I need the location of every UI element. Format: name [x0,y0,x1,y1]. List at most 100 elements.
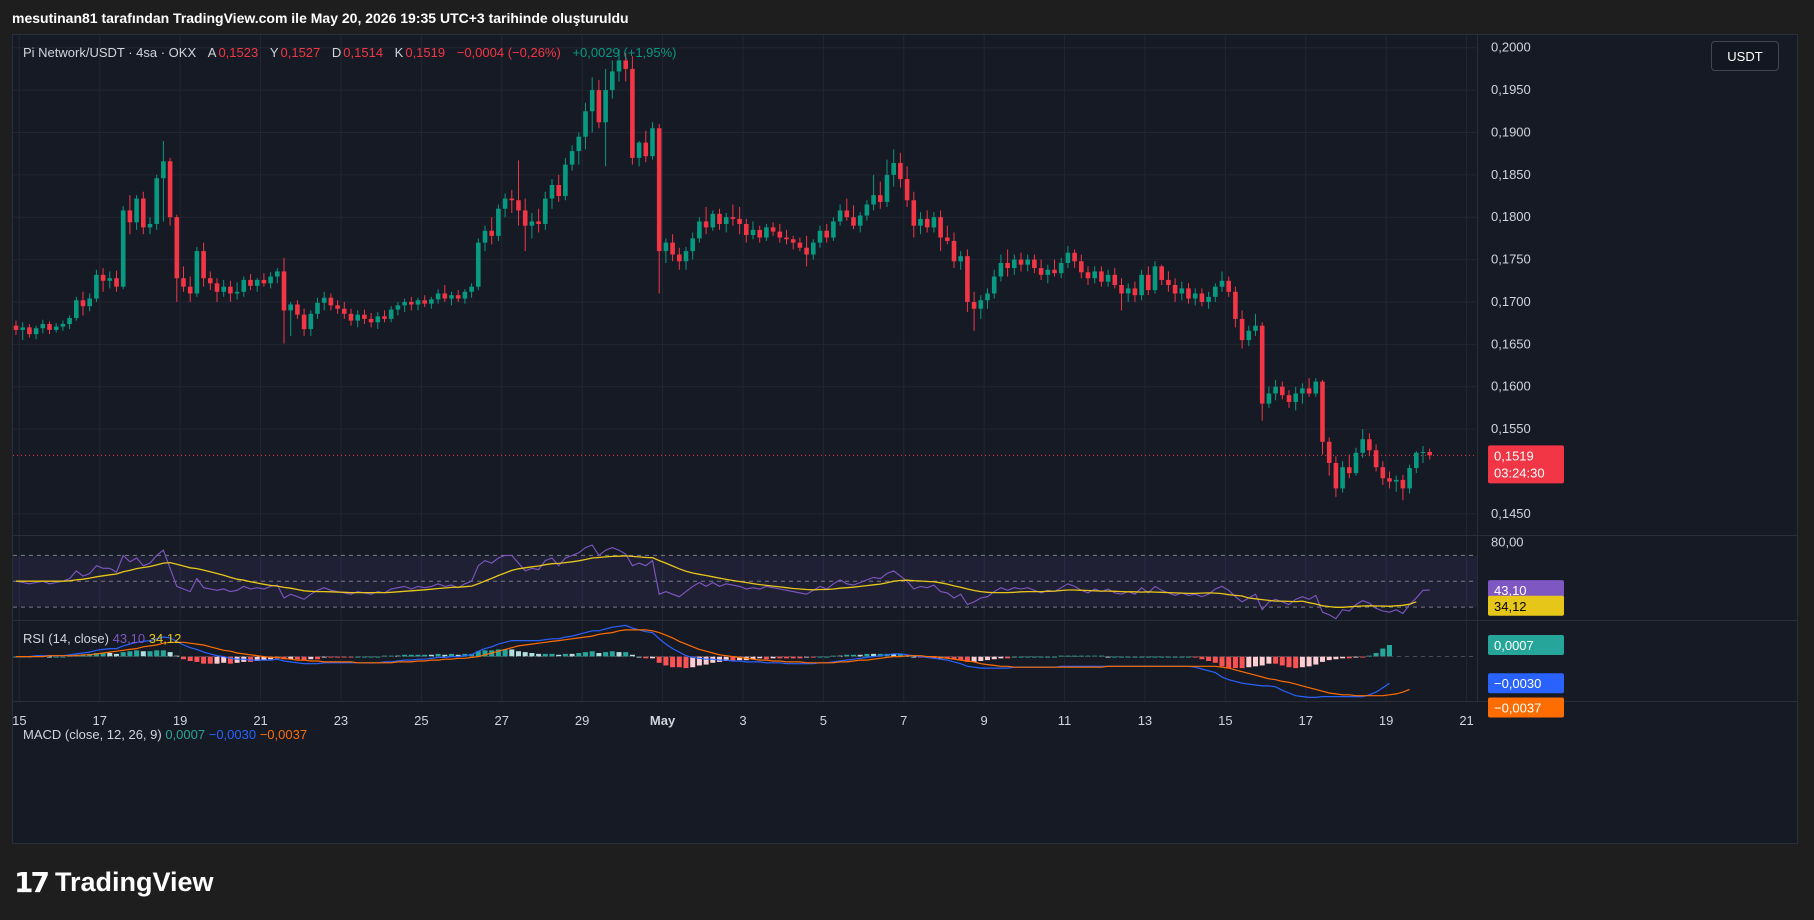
candle-body [161,161,166,179]
macd-hist-bar [985,656,990,661]
candle-body [1239,318,1245,341]
macd-hist-bar [690,656,696,668]
macd-hist-bar [991,656,997,660]
macd-hist-bar [181,656,186,660]
price-tick-label: 0,1550 [1491,421,1531,436]
candle-body [429,299,434,304]
candle-body [221,286,226,292]
candle-body [918,218,923,226]
candle-body [1146,274,1151,291]
candle-body [40,323,46,329]
candle-body [100,274,106,281]
time-axis-label: 3 [739,713,746,728]
macd-hist-bar [261,656,267,661]
candle-body [522,210,528,226]
macd-hist-bar [93,653,99,657]
candle-body [1306,388,1312,394]
macd-hist-bar [100,653,106,657]
candle-body [321,297,327,303]
candle-body [764,227,769,238]
candle-body [53,326,59,330]
macd-hist-bar [335,656,341,658]
macd-hist-bar [824,656,830,658]
candle-body [938,217,943,238]
macd-hist-bar [616,652,622,657]
high-value: 0,1527 [280,45,321,60]
bar-change: −0,0004 (−0,26%) [456,45,561,60]
macd-hist-bar [442,654,448,657]
candle-body [683,251,689,262]
price-tick-label: 0,1850 [1491,167,1531,182]
candle-body [13,325,19,330]
macd-hist-bar [683,656,689,669]
macd-hist-bar [1065,655,1071,657]
candle-body [342,308,347,314]
macd-hist-bar [502,649,508,657]
candle-body [368,318,374,323]
candle-body [1340,467,1345,489]
macd-hist-bar [817,656,823,658]
macd-hist-bar [315,656,320,660]
macd-hist-bar [207,656,213,664]
candle-body [174,217,180,279]
macd-hist-bar [857,654,863,657]
chart-canvas[interactable]: 0,2000 0,1950 0,1900 0,1850 0,1800 0,1750 0,17… [13,35,1798,844]
candle-body [1293,393,1298,402]
candle-body [1347,467,1352,474]
last-price-badge-text: 03:24:30 [1494,465,1545,480]
tradingview-logo[interactable]: 17 TradingView [14,866,214,899]
candle-body [650,128,655,157]
candle-body [1125,288,1131,294]
candle-body [496,208,501,236]
candle-body [837,210,843,222]
macd-hist-bar [415,654,421,657]
candle-body [74,300,79,319]
macd-hist-bar [958,656,964,661]
macd-hist-bar [482,650,488,657]
candle-body [884,174,890,202]
macd-hist-bar [449,653,454,657]
candle-body [509,198,515,201]
candle-body [382,316,387,319]
candle-body [563,164,568,197]
candle-body [462,291,468,299]
macd-hist-bar [495,649,501,657]
rsi-line [15,544,1430,620]
time-axis-label: 25 [414,713,428,728]
macd-hist-bar [1279,656,1285,666]
candle-body [569,151,575,165]
macd-hist-bar [1206,656,1212,661]
price-tick-label: 0,1950 [1491,82,1531,97]
candle-body [750,229,756,235]
candle-body [710,213,716,228]
candle-body [1360,439,1365,453]
symbol-title[interactable]: Pi Network/USDT · 4sa · OKX [23,45,197,60]
macd-hist-badge: 0,0007 [1488,635,1564,655]
period-change: +0,0029 (+1,95%) [572,45,677,60]
macd-hist-bar [897,653,903,657]
macd-hist-bar [294,656,300,660]
macd-legend[interactable]: MACD (close, 12, 26, 9) 0,0007 −0,0030 −… [23,727,307,742]
macd-hist-bar [770,656,776,659]
open-value: 0,1523 [218,45,259,60]
macd-hist-bar [542,653,548,657]
macd-hist-bar [629,654,635,657]
candle-body [275,271,280,277]
macd-hist-bar [1232,656,1238,669]
macd-hist-bar [1366,655,1372,657]
macd-hist-bar [1219,656,1225,667]
candle-body [375,316,381,323]
candle-body [1427,451,1432,456]
candle-body [1032,259,1037,269]
macd-hist-bar [1112,656,1118,658]
candle-body [60,323,66,327]
macd-signal-badge-bg [1488,697,1564,718]
candle-body [804,247,809,255]
rsi-legend[interactable]: RSI (14, close) 43,10 34,12 [23,631,181,646]
candle-body [1206,296,1211,302]
currency-button[interactable]: USDT [1711,41,1779,71]
candle-body [442,293,448,299]
chart-frame[interactable]: 0,2000 0,1950 0,1900 0,1850 0,1800 0,1750 0,17… [12,34,1798,844]
macd-hist-bar [522,652,528,657]
candle-body [878,195,883,202]
